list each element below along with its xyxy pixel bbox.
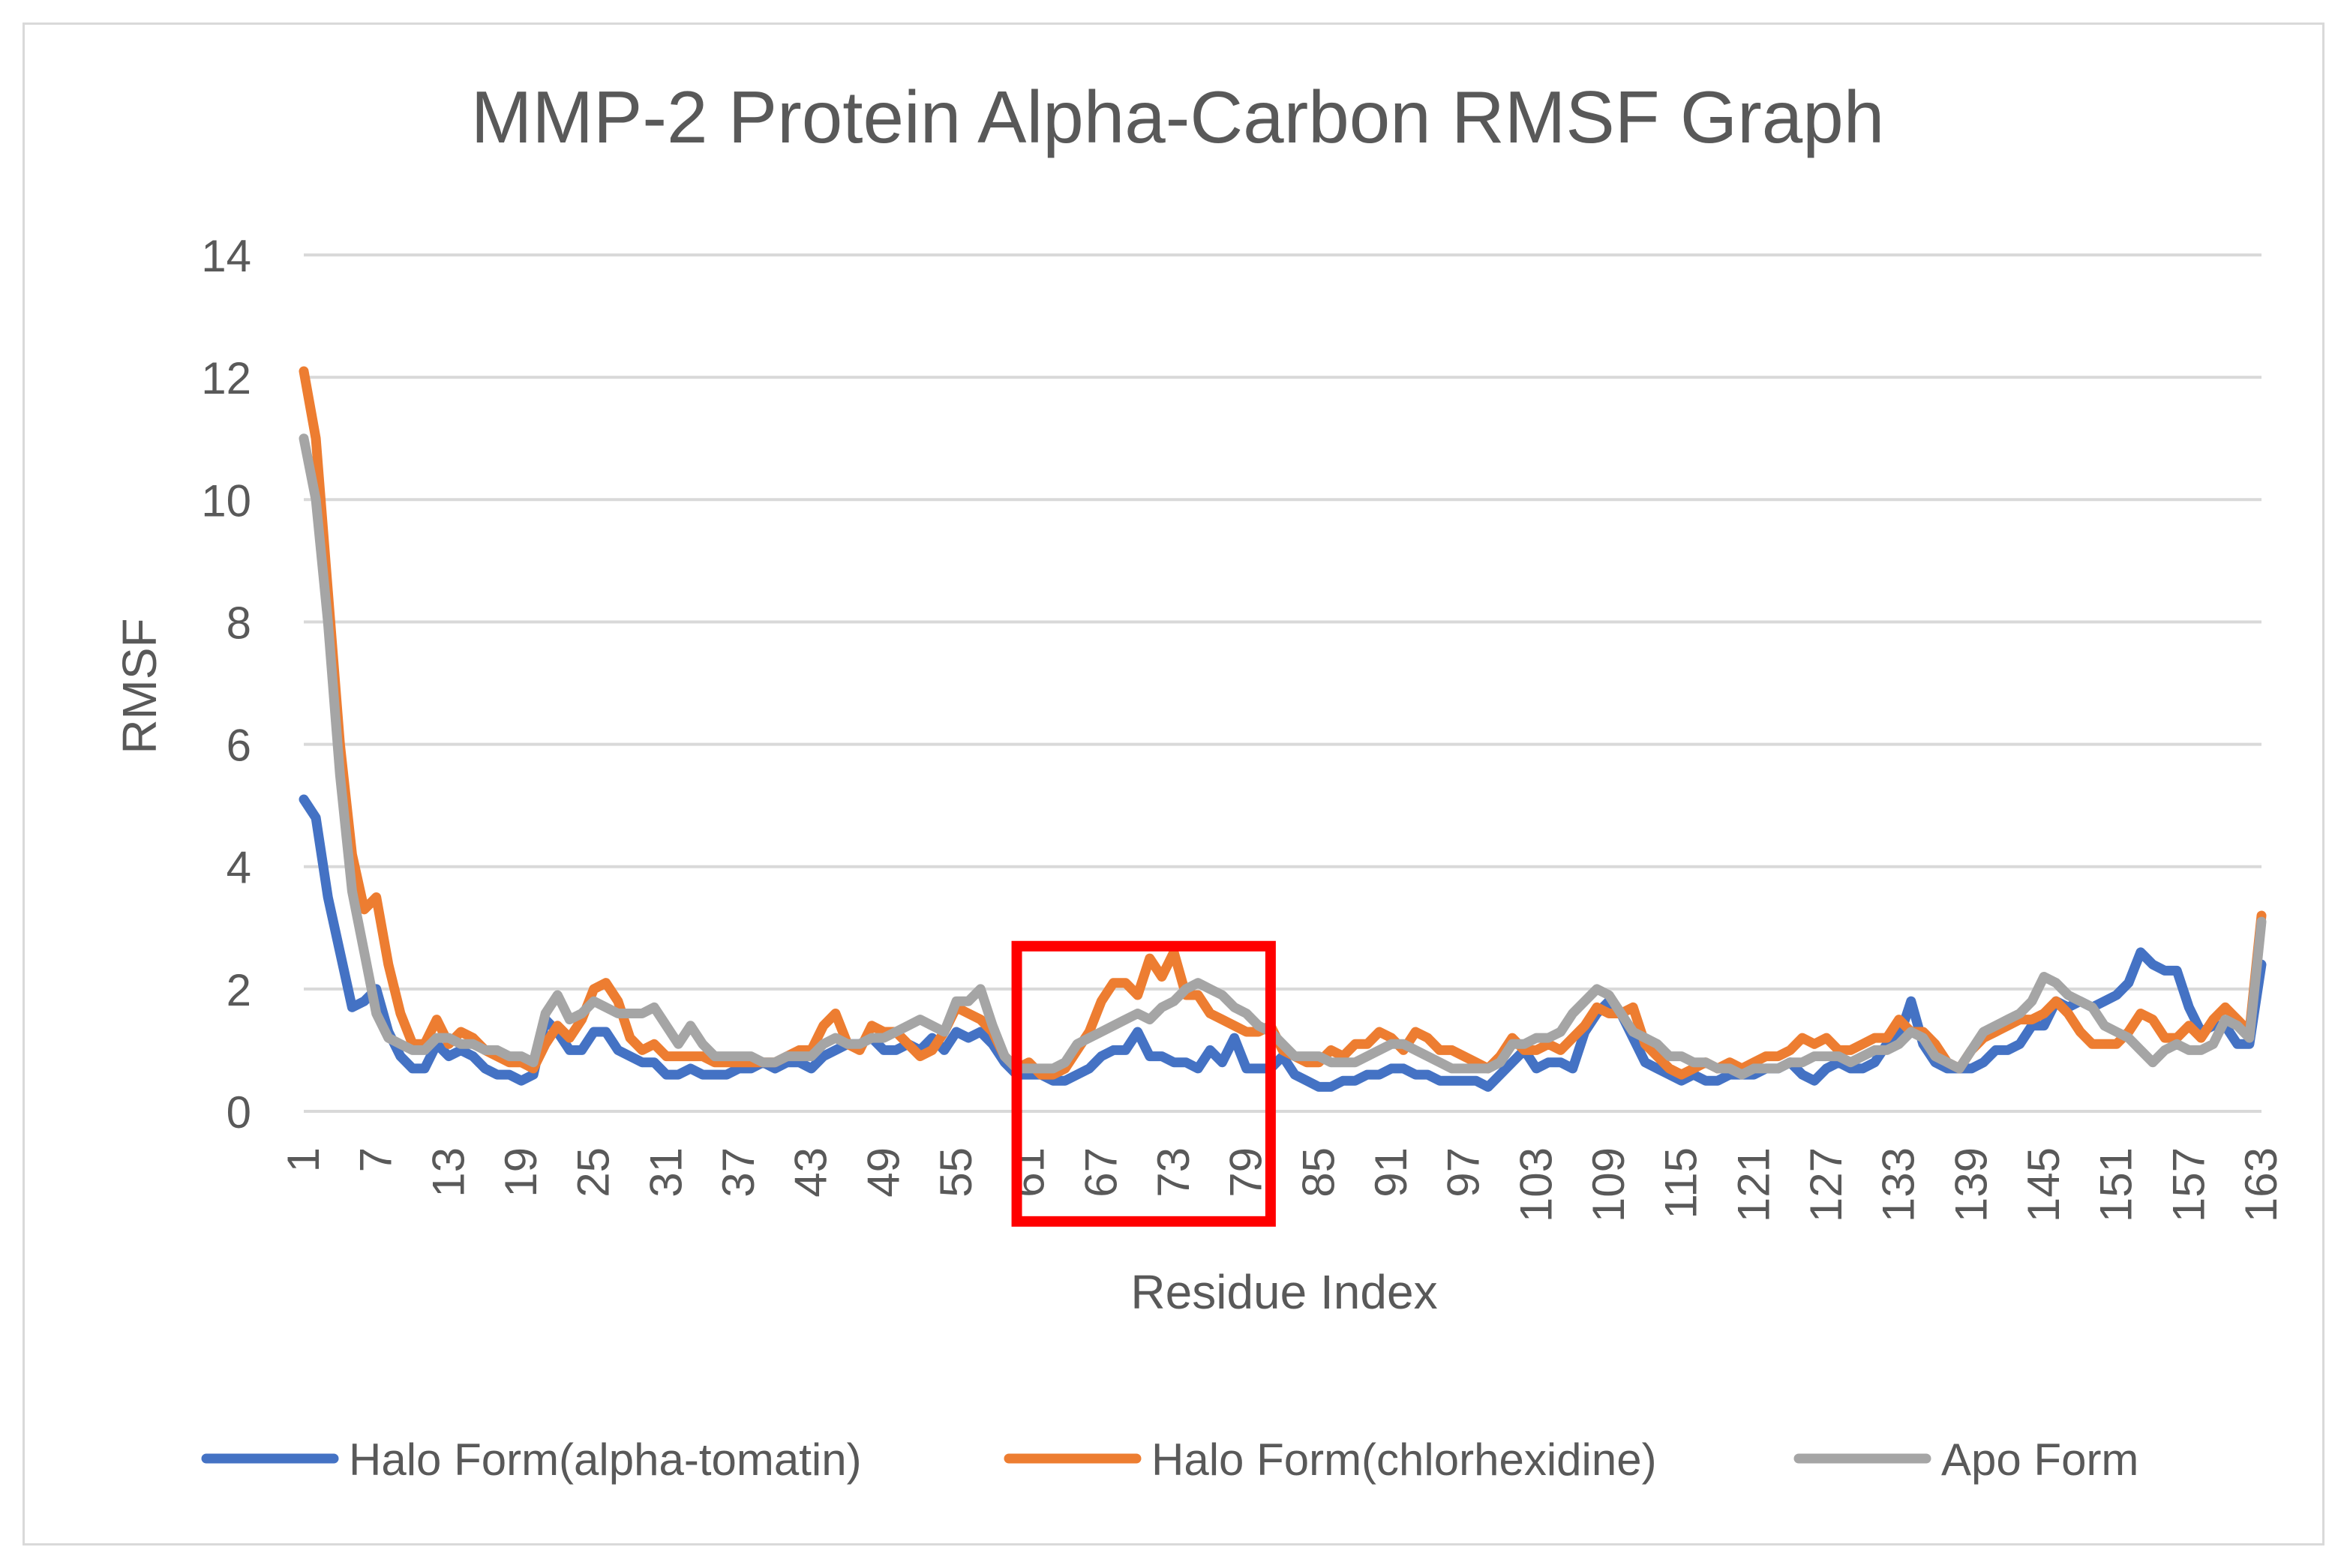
x-tick-label: 61 (1004, 1147, 1054, 1198)
x-tick-label: 91 (1366, 1147, 1416, 1198)
x-tick-label: 37 (713, 1147, 764, 1198)
legend-label: Apo Form (1941, 1435, 2138, 1485)
highlight-box (1011, 940, 1276, 1227)
y-tick-label: 0 (227, 1087, 251, 1138)
series-line-1 (299, 794, 2267, 1092)
y-tick-label: 4 (227, 843, 251, 893)
y-tick-label: 6 (227, 721, 251, 771)
x-tick-label: 55 (931, 1147, 981, 1198)
x-tick-label: 79 (1221, 1147, 1271, 1198)
x-tick-label: 67 (1076, 1147, 1126, 1198)
series-line-3 (299, 433, 2267, 1080)
x-tick-label: 97 (1439, 1147, 1489, 1198)
x-axis-label: Residue Index (1130, 1265, 1437, 1319)
x-tick-label: 25 (569, 1147, 619, 1198)
x-tick-label: 121 (1728, 1147, 1778, 1222)
x-tick-label: 7 (351, 1147, 401, 1172)
y-tick-label: 12 (201, 353, 251, 403)
x-tick-label: 73 (1148, 1147, 1199, 1198)
x-tick-label: 145 (2018, 1147, 2069, 1222)
x-tick-label: 115 (1656, 1147, 1706, 1219)
x-tick-label: 49 (858, 1147, 908, 1198)
legend-label: Halo Form(chlorhexidine) (1151, 1435, 1657, 1485)
x-tick-label: 157 (2163, 1147, 2213, 1222)
series-line-2 (299, 366, 2267, 1080)
x-axis-ticks: 1 7 13 19 25 31 37 43 49 55 61 67 73 79 85 91 97 103 109 11… (278, 1147, 2286, 1222)
y-axis-ticks: 0 2 4 6 8 10 12 14 (201, 231, 251, 1138)
x-tick-label: 85 (1293, 1147, 1343, 1198)
x-tick-label: 1 (278, 1147, 329, 1172)
y-axis-label: RMSF (113, 618, 167, 754)
y-tick-label: 8 (227, 598, 251, 648)
x-tick-label: 151 (2091, 1147, 2141, 1222)
y-tick-label: 14 (201, 231, 251, 281)
chart-area (23, 22, 2324, 1546)
x-tick-label: 109 (1583, 1147, 1634, 1222)
y-tick-label: 2 (227, 965, 251, 1015)
x-tick-label: 43 (786, 1147, 836, 1198)
legend: Halo Form(alpha-tomatin) Halo Form(chlorh… (201, 1435, 2138, 1485)
x-tick-label: 139 (1946, 1147, 1996, 1222)
x-tick-label: 19 (496, 1147, 546, 1198)
x-tick-label: 127 (1801, 1147, 1851, 1222)
y-tick-label: 10 (201, 475, 251, 526)
x-tick-label: 133 (1874, 1147, 1924, 1222)
x-tick-label: 163 (2236, 1147, 2286, 1222)
x-tick-label: 13 (423, 1147, 473, 1198)
gridlines (304, 253, 2261, 1113)
x-tick-label: 103 (1511, 1147, 1561, 1222)
chart-title: MMP-2 Protein Alpha-Carbon RMSF Graph (471, 76, 1885, 158)
x-tick-label: 31 (641, 1147, 691, 1198)
data-series (299, 366, 2267, 1092)
legend-label: Halo Form(alpha-tomatin) (349, 1435, 862, 1485)
